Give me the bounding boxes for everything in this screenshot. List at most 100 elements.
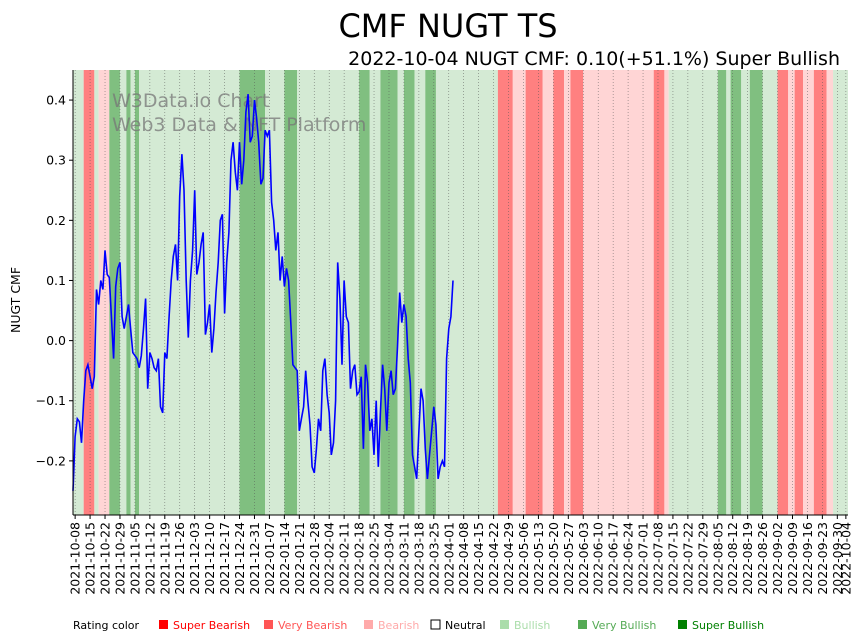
- x-tick-label-35: 2022-06-10: [591, 522, 606, 595]
- y-tick-label-4: 0.2: [46, 213, 66, 228]
- rating-band-32: [668, 70, 718, 515]
- rating-band-35: [730, 70, 742, 515]
- x-tick-label-23: 2022-03-18: [411, 522, 426, 595]
- x-tick-label-22: 2022-03-11: [396, 522, 411, 595]
- y-tick-label-6: 0.4: [46, 93, 66, 108]
- x-tick-label-40: 2022-07-15: [665, 522, 680, 595]
- legend-label-1: Very Bearish: [278, 619, 347, 632]
- chart-title: CMF NUGT TS: [338, 7, 557, 45]
- legend-swatch-0: [159, 620, 168, 629]
- x-tick-label-29: 2022-04-29: [501, 522, 516, 595]
- rating-band-37: [749, 70, 763, 515]
- rating-band-30: [653, 70, 665, 515]
- x-axis-ticks: 2021-10-08 2021-10-15 2021-10-22 2021-10-29…: [68, 515, 853, 595]
- rating-band-26: [553, 70, 565, 515]
- x-tick-label-44: 2022-08-12: [725, 522, 740, 595]
- legend-swatch-3: [430, 619, 441, 630]
- x-tick-label-12: 2021-12-31: [247, 522, 262, 595]
- x-tick-label-20: 2022-02-25: [367, 522, 382, 595]
- rating-band-45: [833, 70, 848, 515]
- rating-band-3: [98, 70, 110, 515]
- rating-band-41: [794, 70, 804, 515]
- legend-swatch-6: [678, 620, 687, 629]
- rating-band-22: [497, 70, 513, 515]
- x-tick-label-13: 2022-01-07: [262, 522, 277, 595]
- x-tick-label-31: 2022-05-13: [531, 522, 546, 595]
- x-tick-label-33: 2022-05-27: [561, 522, 576, 595]
- x-tick-label-9: 2021-12-10: [202, 522, 217, 595]
- x-tick-label-18: 2022-02-11: [337, 522, 352, 595]
- rating-band-19: [414, 70, 426, 515]
- rating-band-25: [542, 70, 554, 515]
- rating-band-21: [435, 70, 498, 515]
- x-tick-label-43: 2022-08-05: [710, 522, 725, 595]
- x-tick-label-15: 2022-01-21: [292, 522, 307, 595]
- x-tick-label-0: 2021-10-08: [68, 522, 83, 595]
- x-tick-label-50: 2022-09-23: [815, 522, 830, 595]
- x-tick-label-14: 2022-01-14: [277, 522, 292, 595]
- x-tick-label-1: 2021-10-15: [83, 522, 98, 595]
- x-tick-label-7: 2021-11-26: [172, 522, 187, 595]
- x-tick-label-16: 2022-01-28: [307, 522, 322, 595]
- x-tick-label-19: 2022-02-18: [352, 522, 367, 595]
- legend-label-6: Super Bullish: [692, 619, 764, 632]
- y-tick-label-2: 0.0: [46, 333, 66, 348]
- watermark-line-1: W3Data.io Chart: [112, 90, 269, 112]
- rating-band-5: [119, 70, 127, 515]
- rating-band-18: [403, 70, 415, 515]
- watermark: W3Data.io Chart Web3 Data & NFT Platform: [112, 90, 366, 136]
- x-tick-label-32: 2022-05-20: [546, 522, 561, 595]
- y-axis-ticks: −0.2 −0.1 0.0 0.1 0.2 0.3 0.4: [36, 93, 73, 468]
- rating-band-13: [297, 70, 360, 515]
- rating-band-42: [803, 70, 814, 515]
- legend-label-0: Super Bearish: [173, 619, 250, 632]
- x-tick-label-49: 2022-09-16: [800, 522, 815, 595]
- legend-swatch-5: [578, 620, 587, 629]
- rating-band-11: [265, 70, 285, 515]
- rating-band-7: [130, 70, 135, 515]
- x-tick-label-34: 2022-06-03: [576, 522, 591, 595]
- x-tick-label-17: 2022-02-04: [322, 522, 337, 595]
- legend-swatch-4: [500, 620, 509, 629]
- rating-band-44: [826, 70, 834, 515]
- x-tick-label-45: 2022-08-19: [740, 522, 755, 595]
- rating-band-24: [525, 70, 543, 515]
- rating-band-36: [741, 70, 750, 515]
- x-tick-label-28: 2022-04-22: [486, 522, 501, 595]
- rating-band-6: [126, 70, 131, 515]
- rating-band-12: [284, 70, 298, 515]
- x-tick-label-51: 2022-09-30: [830, 522, 845, 595]
- rating-band-28: [570, 70, 584, 515]
- rating-band-43: [813, 70, 827, 515]
- y-tick-label-3: 0.1: [46, 273, 66, 288]
- x-tick-label-30: 2022-05-06: [516, 522, 531, 595]
- rating-band-33: [717, 70, 727, 515]
- x-tick-label-41: 2022-07-22: [680, 522, 695, 595]
- y-tick-label-0: −0.2: [36, 453, 66, 468]
- x-tick-label-38: 2022-07-01: [636, 522, 651, 595]
- rating-band-29: [583, 70, 654, 515]
- cmf-series-line: [72, 94, 454, 491]
- x-tick-label-2: 2021-10-22: [98, 522, 113, 595]
- x-tick-label-21: 2022-03-04: [381, 522, 396, 595]
- x-tick-label-47: 2022-09-02: [770, 522, 785, 595]
- x-tick-label-26: 2022-04-08: [456, 522, 471, 595]
- rating-band-17: [397, 70, 404, 515]
- rating-band-15: [369, 70, 381, 515]
- x-tick-label-48: 2022-09-09: [785, 522, 800, 595]
- x-tick-label-5: 2021-11-12: [142, 522, 157, 595]
- x-tick-label-4: 2021-11-05: [127, 522, 142, 595]
- rating-band-31: [664, 70, 669, 515]
- x-tick-label-8: 2021-12-03: [187, 522, 202, 595]
- y-tick-label-5: 0.3: [46, 153, 66, 168]
- rating-band-8: [134, 70, 140, 515]
- rating-band-38: [762, 70, 778, 515]
- y-axis-label: NUGT CMF: [8, 267, 23, 333]
- x-tick-label-10: 2021-12-17: [217, 522, 232, 595]
- legend-label-4: Bullish: [514, 619, 550, 632]
- x-tick-label-3: 2021-10-29: [112, 522, 127, 595]
- axes: [72, 70, 848, 516]
- legend-label-5: Very Bullish: [592, 619, 656, 632]
- legend-title: Rating color: [73, 619, 140, 632]
- rating-band-34: [726, 70, 731, 515]
